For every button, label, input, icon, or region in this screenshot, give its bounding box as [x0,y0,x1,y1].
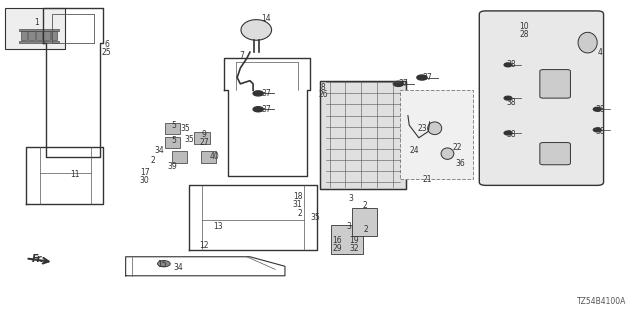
Bar [44,31,50,40]
Bar [164,123,180,134]
Text: 38: 38 [506,130,516,139]
Ellipse shape [441,148,454,159]
Circle shape [504,96,512,100]
Text: 37: 37 [422,73,432,82]
FancyBboxPatch shape [540,142,570,165]
Bar [399,90,473,179]
Text: 7: 7 [240,51,244,60]
Text: 13: 13 [213,222,223,231]
Text: 9: 9 [202,130,207,139]
Text: 38: 38 [506,60,516,69]
Text: 19: 19 [349,236,358,245]
Text: 23: 23 [417,124,427,133]
Text: 3: 3 [346,222,351,231]
Text: 37: 37 [261,105,271,114]
Text: 2: 2 [297,209,302,219]
Text: 4: 4 [598,48,603,57]
Text: 25: 25 [102,48,111,57]
Text: 1: 1 [34,18,39,27]
Text: 22: 22 [452,143,461,152]
Text: 31: 31 [293,200,303,209]
Text: 5: 5 [171,121,176,130]
Text: 16: 16 [332,236,342,245]
Text: 37: 37 [261,89,271,98]
Bar [320,81,406,188]
Ellipse shape [241,20,271,40]
Text: 12: 12 [199,241,209,250]
Bar [20,31,27,40]
Text: 29: 29 [332,244,342,253]
Bar [352,208,378,236]
Text: 2: 2 [362,202,367,211]
Bar [19,29,59,31]
Ellipse shape [428,122,442,135]
Text: 35: 35 [184,135,195,144]
Bar [36,31,42,40]
Circle shape [417,75,427,80]
Circle shape [593,128,601,132]
Circle shape [504,63,512,67]
Bar [19,41,59,43]
Text: 3: 3 [348,194,353,203]
Text: 17: 17 [140,168,150,177]
Circle shape [253,91,263,96]
Text: 2: 2 [150,156,156,164]
Circle shape [504,131,512,135]
Bar [51,31,58,40]
Text: 8: 8 [321,83,326,92]
Text: 5: 5 [171,136,176,146]
Text: 2: 2 [364,225,368,234]
Bar [172,151,188,163]
Text: 14: 14 [261,14,271,23]
Bar [332,225,364,253]
FancyBboxPatch shape [479,11,604,185]
Text: 11: 11 [70,170,79,179]
Text: 35: 35 [180,124,190,133]
Text: 32: 32 [349,244,358,253]
Text: 24: 24 [410,146,419,155]
Ellipse shape [578,32,597,53]
Text: 28: 28 [519,30,529,39]
Text: 38: 38 [596,105,605,114]
Text: 18: 18 [293,192,303,201]
Text: 39: 39 [167,162,177,171]
Text: 35: 35 [310,212,320,222]
Text: 34: 34 [154,146,164,155]
Text: 21: 21 [422,174,432,184]
Text: 26: 26 [318,91,328,100]
FancyBboxPatch shape [540,69,570,98]
Text: 10: 10 [519,22,529,31]
Text: 6: 6 [104,40,109,49]
Circle shape [593,107,601,111]
Text: 30: 30 [140,176,150,185]
Text: 37: 37 [398,79,408,88]
Circle shape [253,107,263,112]
Text: 34: 34 [173,263,184,272]
Text: 38: 38 [506,99,516,108]
Bar [320,81,406,188]
Text: 38: 38 [596,127,605,136]
Bar [4,8,65,49]
Text: 27: 27 [199,138,209,147]
Circle shape [157,260,170,267]
Text: 40: 40 [210,152,220,161]
Circle shape [394,81,403,86]
Bar [195,132,210,143]
Bar [28,31,35,40]
Text: 15: 15 [157,260,167,269]
Text: Fr.: Fr. [31,254,44,264]
Bar [201,151,216,163]
Bar [164,137,180,148]
Text: TZ54B4100A: TZ54B4100A [577,297,626,306]
Text: 36: 36 [455,159,465,168]
